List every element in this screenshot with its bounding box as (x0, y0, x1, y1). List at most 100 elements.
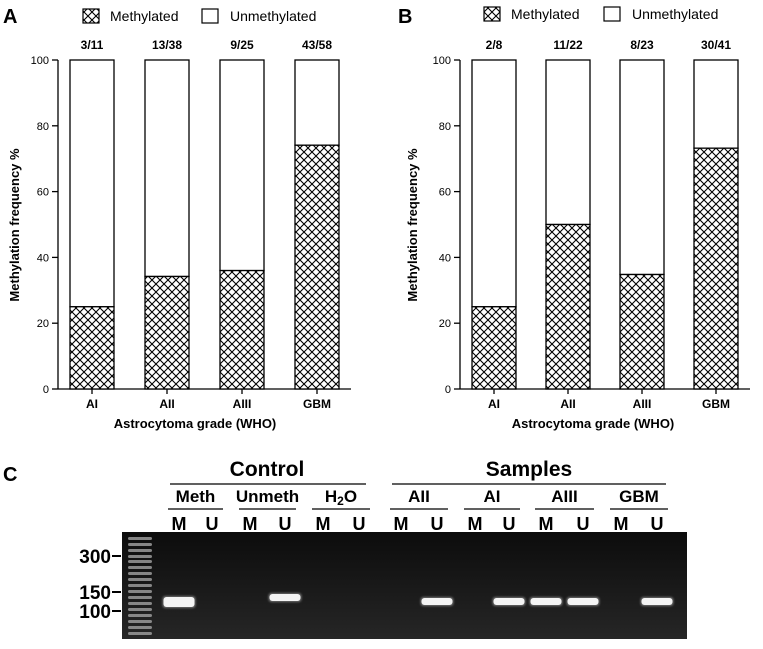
y-tick-label: 20 (37, 318, 49, 330)
lane-label: U (577, 514, 590, 534)
ladder-band (128, 590, 152, 593)
ladder-band (128, 584, 152, 587)
legend-label-methylated: Methylated (110, 8, 178, 24)
lane-label: U (651, 514, 664, 534)
group-label-control: Control (230, 458, 305, 481)
ladder-band (128, 632, 152, 635)
bar-methylated (294, 144, 340, 390)
ladder-band (128, 626, 152, 629)
y-tick-label: 100 (433, 55, 451, 67)
lane-label: M (316, 514, 331, 534)
lane-label: U (503, 514, 516, 534)
panel-label-c: C (3, 464, 17, 486)
x-tick-label: AIII (633, 397, 652, 411)
y-axis-label: Methylation frequency % (405, 148, 420, 302)
legend-swatch-unmethylated (201, 8, 219, 24)
bar-methylated (545, 223, 591, 390)
lane-group-label: AI (484, 487, 501, 506)
lane-label: M (243, 514, 258, 534)
legend-swatch-methylated (483, 6, 501, 22)
legend-label-unmethylated: Unmethylated (230, 8, 316, 24)
bar-count-label: 30/41 (701, 38, 731, 52)
legend-swatch-unmethylated (603, 6, 621, 22)
bar-unmethylated (693, 59, 739, 149)
legend-label-unmethylated: Unmethylated (632, 6, 718, 22)
panel-label-b: B (398, 6, 412, 28)
bar-count-label: 2/8 (486, 38, 503, 52)
lane-label: M (539, 514, 554, 534)
lane-label: U (353, 514, 366, 534)
size-marker-label: 300 (79, 547, 111, 568)
lane-group-label: Meth (176, 487, 216, 506)
ladder-band (128, 560, 152, 563)
legend-swatch-methylated (82, 8, 100, 24)
bar-methylated (619, 273, 665, 390)
lane-label: M (172, 514, 187, 534)
bar-methylated (144, 275, 190, 390)
y-tick-label: 80 (439, 121, 451, 133)
lane-label: M (614, 514, 629, 534)
bar-methylated (219, 269, 265, 390)
lane-label: M (394, 514, 409, 534)
ladder-band (128, 537, 152, 540)
lane-group-label: H2O (325, 487, 357, 508)
ladder-band (128, 596, 152, 599)
bar-unmethylated (219, 59, 265, 272)
y-tick-label: 80 (37, 121, 49, 133)
x-tick-label: AII (159, 397, 174, 411)
bar-count-label: 9/25 (230, 38, 254, 52)
size-marker-label: 150 (79, 583, 111, 604)
ladder-band (128, 620, 152, 623)
pcr-band (421, 598, 453, 605)
pcr-band (641, 598, 673, 605)
gel-image (122, 532, 687, 639)
lane-group-label: Unmeth (236, 487, 299, 506)
bar-methylated (471, 306, 517, 390)
ladder-band (128, 578, 152, 581)
panel-label-a: A (3, 6, 17, 28)
y-tick-label: 20 (439, 318, 451, 330)
x-tick-label: AI (86, 397, 98, 411)
bar-unmethylated (471, 59, 517, 308)
lane-group-label: GBM (619, 487, 659, 506)
y-tick-label: 60 (37, 187, 49, 199)
x-axis-label: Astrocytoma grade (WHO) (114, 416, 277, 431)
size-marker-label: 100 (79, 602, 111, 623)
ladder-band (128, 566, 152, 569)
pcr-band (269, 594, 301, 601)
bar-methylated (693, 147, 739, 390)
bar-count-label: 11/22 (553, 38, 583, 52)
ladder-band (128, 608, 152, 611)
bar-methylated (69, 306, 115, 390)
lane-label: U (206, 514, 219, 534)
pcr-band (530, 598, 562, 605)
y-tick-label: 40 (439, 252, 451, 264)
lane-group-label: AIII (551, 487, 577, 506)
chart-b: Methylated Unmethylated 0 20 40 60 80 100 AI 2/… (405, 6, 750, 431)
x-tick-label: GBM (702, 397, 730, 411)
lane-label: U (279, 514, 292, 534)
x-tick-label: AI (488, 397, 500, 411)
bar-count-label: 3/11 (81, 38, 104, 52)
y-tick-label: 60 (439, 187, 451, 199)
ladder-band (128, 549, 152, 552)
bar-unmethylated (294, 59, 340, 146)
pcr-band (493, 598, 525, 605)
ladder-band (128, 602, 152, 605)
bar-count-label: 13/38 (152, 38, 182, 52)
lane-label: U (431, 514, 444, 534)
y-tick-label: 0 (43, 384, 49, 396)
y-tick-label: 40 (37, 252, 49, 264)
x-tick-label: AII (560, 397, 575, 411)
bar-count-label: 8/23 (630, 38, 654, 52)
bar-unmethylated (69, 59, 115, 308)
x-tick-label: GBM (303, 397, 331, 411)
bar-unmethylated (619, 59, 665, 276)
pcr-band (163, 597, 195, 607)
bar-unmethylated (144, 59, 190, 278)
ladder-band (128, 543, 152, 546)
y-tick-label: 0 (445, 384, 451, 396)
ladder-band (128, 572, 152, 575)
gel-panel: Control Samples Meth Unmeth H2O AII AI AIII GB… (79, 458, 687, 639)
